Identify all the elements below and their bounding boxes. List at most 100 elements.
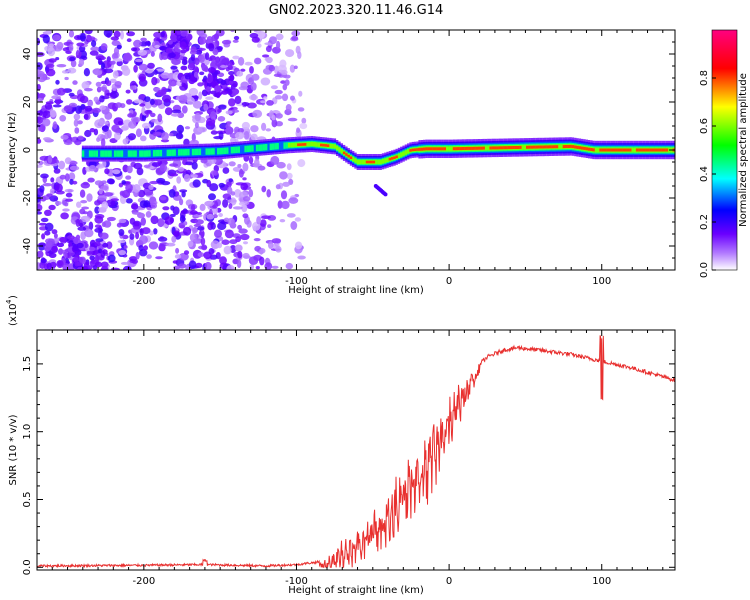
spectrogram-ridge-cell xyxy=(148,150,151,157)
spectrogram-cell xyxy=(241,102,250,107)
spectrogram-cell xyxy=(97,86,107,91)
spectrogram-cell xyxy=(123,52,132,61)
spectrogram-cell xyxy=(188,87,199,96)
spectrogram-cell xyxy=(91,40,97,47)
spectrogram-cell xyxy=(183,174,191,182)
spectrogram-ridge-cell xyxy=(347,154,350,158)
spectrogram-ridge-cell xyxy=(661,148,664,152)
spectrogram-cell xyxy=(281,93,289,102)
spectrogram-ridge-cell xyxy=(565,145,568,148)
spectrogram-cell xyxy=(220,79,227,86)
spectrogram-ridge-cell xyxy=(457,147,460,151)
spectrogram-cell xyxy=(232,39,239,43)
spectrogram-cell xyxy=(157,236,168,242)
spectrogram-cell xyxy=(207,74,214,83)
spectrogram-cell xyxy=(275,113,283,119)
spectrogram-cell xyxy=(48,204,56,211)
spectrogram-ridge-cell xyxy=(505,146,508,150)
spectrogram-cell xyxy=(162,206,170,211)
spectrogram-cell xyxy=(227,199,237,203)
spectrogram-cell xyxy=(73,113,81,121)
spectrogram-cell xyxy=(59,174,67,180)
spectrogram-cell xyxy=(46,68,56,77)
spectrogram-cell xyxy=(143,245,149,251)
spectrogram-ridge-cell xyxy=(111,149,115,159)
spectrogram-cell xyxy=(118,218,127,224)
spectrogram-ridge-cell xyxy=(427,147,430,151)
spectrogram-cell xyxy=(59,237,67,243)
spectrogram-cell xyxy=(128,133,136,141)
spectrogram-cell xyxy=(135,59,143,63)
spectrogram-cell xyxy=(50,177,55,183)
spectrogram-ridge-cell xyxy=(260,144,263,151)
spectrogram-cell xyxy=(105,80,112,87)
spectrogram-cell xyxy=(222,193,232,200)
spectrogram-cell xyxy=(73,119,79,127)
spectrogram-cell xyxy=(224,229,234,239)
spectrogram-cell xyxy=(287,117,298,122)
spectrogram-ridge-cell xyxy=(155,150,158,157)
spectrogram-cell xyxy=(256,216,262,225)
spectrogram-cell xyxy=(210,130,218,135)
spectrogram-cell xyxy=(106,241,113,249)
spectrogram-cell xyxy=(44,209,52,216)
spectrogram-cell xyxy=(101,265,109,270)
spectrogram-ridge-cell xyxy=(237,146,240,153)
spectrogram-cell xyxy=(170,113,180,117)
spectrogram-cell xyxy=(225,110,233,115)
spectrogram-cell xyxy=(100,134,106,140)
spectrogram-cell xyxy=(181,59,188,66)
spectrogram-cell xyxy=(206,117,216,127)
spectrogram-cell xyxy=(257,165,266,171)
spectrogram-cell xyxy=(63,105,73,113)
spectrogram-ridge-cell xyxy=(212,148,215,155)
spectrogram-cell xyxy=(204,52,210,60)
spectrogram-cell xyxy=(206,213,215,220)
spectrogram-ridge-cell xyxy=(587,147,591,151)
spectrogram-cell xyxy=(242,196,251,202)
spectrogram-cell xyxy=(103,192,114,197)
spectrogram-cell xyxy=(53,233,58,239)
spectrogram-cell xyxy=(201,244,208,251)
spectrogram-cell xyxy=(179,189,188,193)
spectrogram-ridge-cell xyxy=(603,148,607,152)
spectrogram-ridge-cell xyxy=(468,146,472,150)
spectrogram-ridge-cell xyxy=(606,148,609,152)
spectrogram-cell xyxy=(170,34,178,43)
spectrogram-ridge-cell xyxy=(168,149,172,156)
spectrogram-cell xyxy=(223,245,232,255)
spectrogram-cell xyxy=(280,80,286,84)
spectrogram-cell xyxy=(226,61,233,67)
spectrogram-cell xyxy=(88,246,96,252)
colorbar-label: Normalized spectral amplitude xyxy=(738,73,749,227)
spectrogram-ridge-cell xyxy=(544,145,547,149)
spectrogram-cell xyxy=(110,198,119,202)
spectrogram-cell xyxy=(220,64,228,68)
spectrogram-cell xyxy=(210,62,217,67)
spectrogram-cell xyxy=(76,242,84,249)
spectrogram-ridge-cell xyxy=(304,143,307,146)
spectrogram-ridge-cell xyxy=(404,150,408,155)
spectrogram-cell xyxy=(140,217,146,226)
spectrogram-cell xyxy=(44,102,53,110)
spectrogram-cell xyxy=(227,186,233,195)
spectrogram-ridge-cell xyxy=(571,145,575,149)
spectrogram-ridge-cell xyxy=(496,146,499,150)
spectrogram-cell xyxy=(92,265,98,270)
spectrogram-cell xyxy=(195,262,203,269)
spectrogram-ridge-cell xyxy=(368,160,371,164)
spectrogram-ridge-cell xyxy=(638,148,641,152)
x-tick-label: -100 xyxy=(285,576,308,587)
spectrogram-ridge-cell xyxy=(507,146,511,150)
spectrogram-cell xyxy=(76,201,82,208)
spectrogram-ridge-cell xyxy=(116,150,119,157)
spectrogram-ridge-cell xyxy=(448,146,451,152)
spectrogram-cell xyxy=(241,203,248,213)
spectrogram-cell xyxy=(145,211,152,218)
spectrogram-ridge-cell xyxy=(331,144,334,149)
spectrogram-ridge-cell xyxy=(613,148,616,152)
spectrogram-cell xyxy=(194,112,201,122)
spectrogram-ridge-cell xyxy=(510,146,513,150)
spectrogram-cell xyxy=(233,35,240,41)
spectrogram-cell xyxy=(81,206,90,210)
